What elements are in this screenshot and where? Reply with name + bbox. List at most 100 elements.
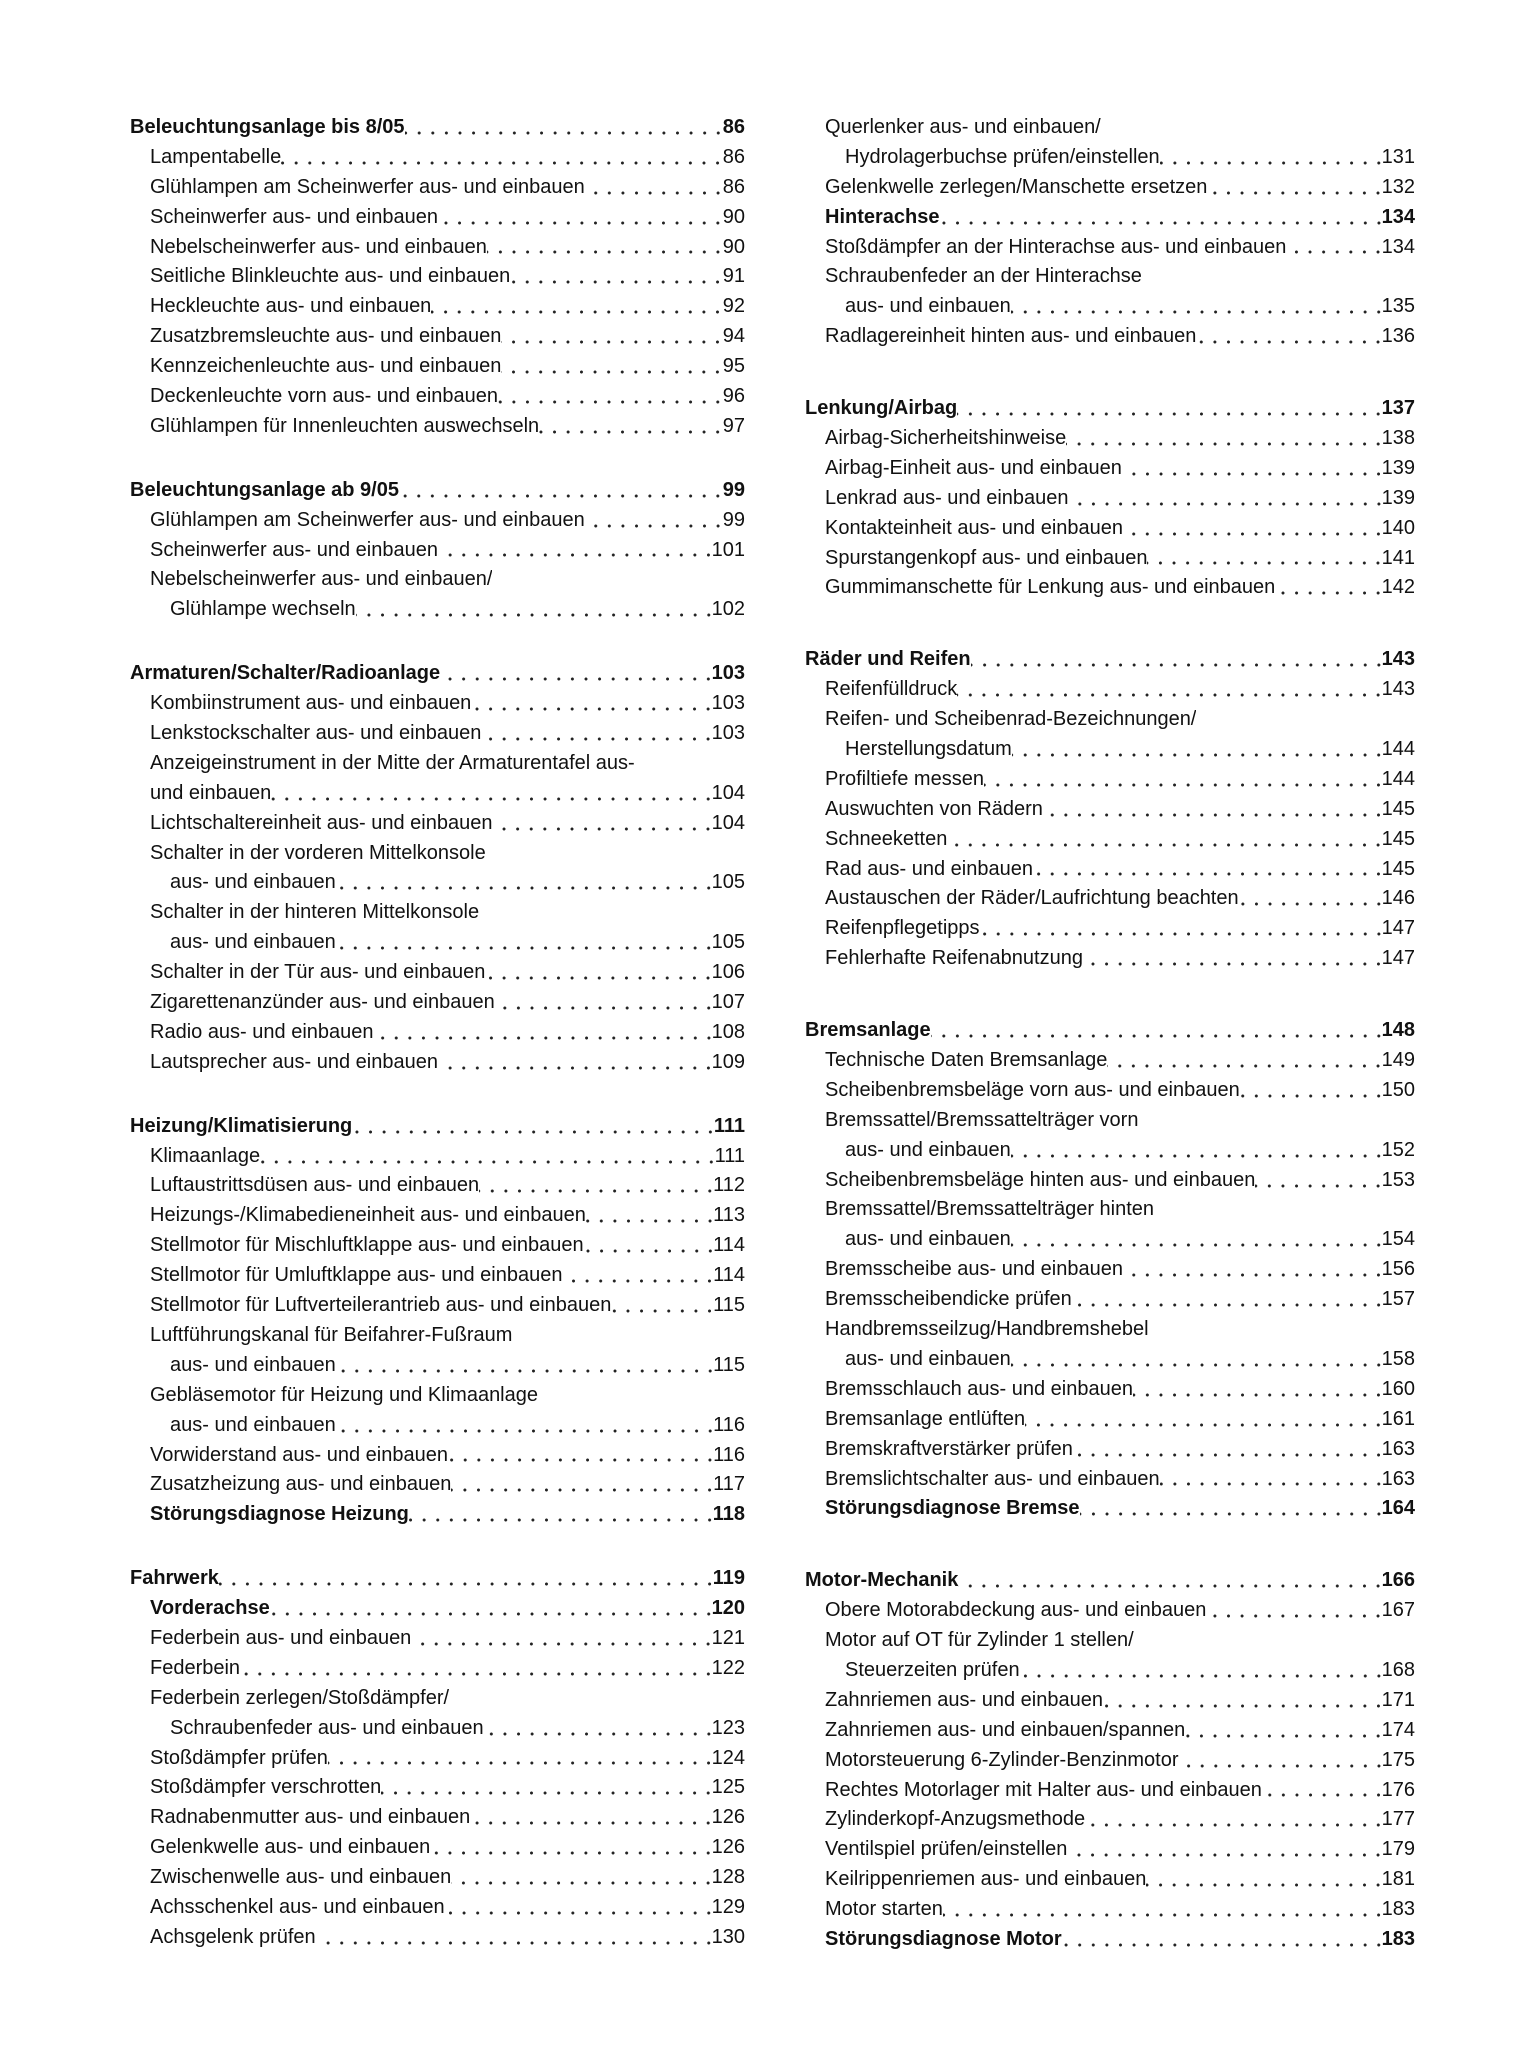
- toc-entry[interactable]: Bremssattel/Bremssattelträger vorn aus- u…: [805, 1106, 1415, 1166]
- toc-entry[interactable]: Scheibenbremsbeläge vorn aus- und einbau…: [805, 1075, 1415, 1106]
- toc-entry[interactable]: Querlenker aus- und einbauen/Hydrolagerb…: [805, 113, 1415, 173]
- toc-entry[interactable]: Federbein zerlegen/Stoßdämpfer/Schrauben…: [130, 1684, 745, 1744]
- toc-entry[interactable]: Zigarettenanzünder aus- und einbauen 107: [130, 988, 745, 1018]
- toc-entry[interactable]: Nebelscheinwerfer aus- und einbauen 90: [130, 232, 745, 263]
- toc-entry[interactable]: Motorsteuerung 6-Zylinder-Benzinmotor 175: [805, 1745, 1415, 1776]
- toc-entry-line[interactable]: Störungsdiagnose Motor 183: [805, 1924, 1415, 1955]
- toc-entry-line[interactable]: Vorderachse 120: [130, 1594, 745, 1624]
- toc-entry-line[interactable]: Lampentabelle 86: [130, 142, 745, 173]
- toc-entry[interactable]: Rechtes Motorlager mit Halter aus- und e…: [805, 1775, 1415, 1806]
- toc-entry[interactable]: Keilrippenriemen aus- und einbauen 181: [805, 1865, 1415, 1896]
- toc-entry[interactable]: Profiltiefe messen 144: [805, 764, 1415, 795]
- toc-entry-line[interactable]: Federbein aus- und einbauen 121: [130, 1623, 745, 1654]
- toc-entry[interactable]: Nebelscheinwerfer aus- und einbauen/Glüh…: [130, 565, 745, 626]
- toc-entry-line[interactable]: Motor starten 183: [805, 1895, 1415, 1925]
- toc-entry-line[interactable]: Seitliche Blinkleuchte aus- und einbauen…: [130, 262, 745, 293]
- toc-entry-line[interactable]: Achsgelenk prüfen 130: [130, 1922, 745, 1953]
- toc-entry-line[interactable]: Zahnriemen aus- und einbauen/spannen 174: [805, 1715, 1415, 1746]
- toc-entry-line[interactable]: Zwischenwelle aus- und einbauen 128: [130, 1863, 745, 1893]
- toc-entry-line[interactable]: Bremsanlage entlüften 161: [805, 1404, 1415, 1435]
- toc-entry[interactable]: Kombiinstrument aus- und einbauen 103: [130, 689, 745, 720]
- toc-entry-line[interactable]: Lenkrad aus- und einbauen 139: [805, 483, 1415, 514]
- toc-entry-line[interactable]: Lichtschaltereinheit aus- und einbauen 10…: [130, 808, 745, 839]
- toc-entry-line[interactable]: aus- und einbauen 116: [130, 1410, 745, 1441]
- toc-entry[interactable]: Bremsanlage entlüften 161: [805, 1404, 1415, 1435]
- toc-entry-line[interactable]: Stoßdämpfer verschrotten 125: [130, 1773, 745, 1804]
- toc-entry[interactable]: Klimaanlage 111: [130, 1141, 745, 1172]
- toc-entry-line[interactable]: und einbauen 104: [130, 778, 745, 809]
- section-heading[interactable]: Räder und Reifen 143: [805, 645, 1415, 676]
- toc-entry-line[interactable]: Bremslichtschalter aus- und einbauen 163: [805, 1464, 1415, 1495]
- toc-entry-line[interactable]: Profiltiefe messen 144: [805, 764, 1415, 795]
- toc-entry-line[interactable]: Lenkstockschalter aus- und einbauen 103: [130, 719, 745, 749]
- toc-entry-line[interactable]: Luftaustrittsdüsen aus- und einbauen 112: [130, 1171, 745, 1202]
- toc-entry[interactable]: Motor auf OT für Zylinder 1 stellen/Steu…: [805, 1626, 1415, 1686]
- toc-entry[interactable]: Zwischenwelle aus- und einbauen 128: [130, 1863, 745, 1893]
- toc-entry-line[interactable]: Bremsscheibe aus- und einbauen 156: [805, 1255, 1415, 1286]
- toc-entry[interactable]: Stoßdämpfer prüfen 124: [130, 1743, 745, 1774]
- toc-entry[interactable]: Zusatzbremsleuchte aus- und einbauen 94: [130, 322, 745, 353]
- toc-entry-line[interactable]: Scheibenbremsbeläge vorn aus- und einbau…: [805, 1075, 1415, 1106]
- toc-entry[interactable]: Bremssattel/Bremssattelträger hinten aus-…: [805, 1196, 1415, 1256]
- toc-entry[interactable]: Lampentabelle 86: [130, 142, 745, 173]
- toc-entry-line[interactable]: Fehlerhafte Reifenabnutzung 147: [805, 944, 1415, 975]
- toc-entry-line[interactable]: Hydrolagerbuchse prüfen/einstellen 131: [805, 142, 1415, 173]
- toc-entry[interactable]: Fehlerhafte Reifenabnutzung 147: [805, 944, 1415, 975]
- toc-entry[interactable]: Obere Motorabdeckung aus- und einbauen 16…: [805, 1596, 1415, 1627]
- toc-entry[interactable]: Auswuchten von Rädern 145: [805, 794, 1415, 825]
- toc-entry[interactable]: Bremsscheibendicke prüfen 157: [805, 1285, 1415, 1316]
- toc-entry[interactable]: Zylinderkopf-Anzugsmethode 177: [805, 1805, 1415, 1836]
- toc-entry[interactable]: Scheibenbremsbeläge hinten aus- und einb…: [805, 1165, 1415, 1196]
- toc-entry[interactable]: Gebläsemotor für Heizung und Klimaanlage…: [130, 1381, 745, 1441]
- toc-entry-line[interactable]: Stoßdämpfer an der Hinterachse aus- und …: [805, 232, 1415, 263]
- toc-entry[interactable]: Glühlampen für Innenleuchten auswechseln…: [130, 411, 745, 442]
- toc-entry-line[interactable]: aus- und einbauen 105: [130, 868, 745, 899]
- toc-entry[interactable]: Federbein aus- und einbauen 121: [130, 1623, 745, 1654]
- toc-entry-line[interactable]: Zusatzheizung aus- und einbauen 117: [130, 1470, 745, 1501]
- toc-entry-line[interactable]: Gummimanschette für Lenkung aus- und ein…: [805, 573, 1415, 604]
- toc-entry-line[interactable]: Glühlampen am Scheinwerfer aus- und einb…: [130, 172, 745, 203]
- toc-entry-line[interactable]: Glühlampen am Scheinwerfer aus- und einb…: [130, 505, 745, 536]
- toc-entry[interactable]: Federbein 122: [130, 1653, 745, 1684]
- toc-entry-line[interactable]: Reifenfülldruck 143: [805, 675, 1415, 706]
- toc-entry-line[interactable]: Heckleuchte aus- und einbauen 92: [130, 292, 745, 323]
- toc-entry-line[interactable]: Stellmotor für Luftverteilerantrieb aus-…: [130, 1291, 745, 1321]
- toc-entry-line[interactable]: Gelenkwelle aus- und einbauen 126: [130, 1833, 745, 1864]
- toc-entry[interactable]: Kontakteinheit aus- und einbauen 140: [805, 513, 1415, 544]
- toc-entry[interactable]: Zahnriemen aus- und einbauen 171: [805, 1685, 1415, 1716]
- toc-entry[interactable]: Deckenleuchte vorn aus- und einbauen 96: [130, 382, 745, 412]
- toc-entry[interactable]: Lichtschaltereinheit aus- und einbauen 10…: [130, 808, 745, 839]
- toc-entry[interactable]: Schneeketten 145: [805, 824, 1415, 855]
- toc-entry[interactable]: Airbag-Sicherheitshinweise 138: [805, 424, 1415, 454]
- toc-entry[interactable]: Störungsdiagnose Motor 183: [805, 1924, 1415, 1955]
- toc-entry[interactable]: Schalter in der Tür aus- und einbauen 106: [130, 958, 745, 989]
- toc-entry[interactable]: Stellmotor für Luftverteilerantrieb aus-…: [130, 1291, 745, 1321]
- toc-entry[interactable]: Radnabenmutter aus- und einbauen 126: [130, 1803, 745, 1834]
- section-heading[interactable]: Lenkung/Airbag 137: [805, 394, 1415, 425]
- toc-entry-line[interactable]: aus- und einbauen 115: [130, 1350, 745, 1381]
- toc-entry[interactable]: Heizungs-/Klimabedieneinheit aus- und ei…: [130, 1201, 745, 1232]
- toc-entry[interactable]: Ventilspiel prüfen/einstellen 179: [805, 1835, 1415, 1866]
- toc-entry[interactable]: Scheinwerfer aus- und einbauen 90: [130, 202, 745, 233]
- toc-entry-line[interactable]: Kontakteinheit aus- und einbauen 140: [805, 513, 1415, 544]
- toc-entry-line[interactable]: Stellmotor für Umluftklappe aus- und ein…: [130, 1261, 745, 1292]
- toc-entry[interactable]: Anzeigeinstrument in der Mitte der Armat…: [130, 749, 745, 809]
- toc-entry[interactable]: Zusatzheizung aus- und einbauen 117: [130, 1470, 745, 1501]
- toc-entry-line[interactable]: Ventilspiel prüfen/einstellen 179: [805, 1835, 1415, 1866]
- toc-entry[interactable]: Motor starten 183: [805, 1895, 1415, 1925]
- toc-entry-line[interactable]: Airbag-Sicherheitshinweise 138: [805, 424, 1415, 454]
- toc-entry-line[interactable]: Radnabenmutter aus- und einbauen 126: [130, 1803, 745, 1834]
- toc-entry-line[interactable]: aus- und einbauen 135: [805, 292, 1415, 323]
- toc-entry-line[interactable]: Airbag-Einheit aus- und einbauen 139: [805, 453, 1415, 484]
- toc-entry-line[interactable]: Kombiinstrument aus- und einbauen 103: [130, 689, 745, 720]
- toc-entry-line[interactable]: Vorwiderstand aus- und einbauen 116: [130, 1440, 745, 1471]
- toc-entry[interactable]: Achsgelenk prüfen 130: [130, 1922, 745, 1953]
- toc-entry-line[interactable]: Motorsteuerung 6-Zylinder-Benzinmotor 175: [805, 1745, 1415, 1776]
- toc-entry-line[interactable]: Obere Motorabdeckung aus- und einbauen 16…: [805, 1596, 1415, 1627]
- toc-entry-line[interactable]: Heizungs-/Klimabedieneinheit aus- und ei…: [130, 1201, 745, 1232]
- toc-entry-line[interactable]: Klimaanlage 111: [130, 1141, 745, 1172]
- toc-entry[interactable]: Heckleuchte aus- und einbauen 92: [130, 292, 745, 323]
- toc-entry-line[interactable]: Störungsdiagnose Heizung 118: [130, 1500, 745, 1531]
- toc-entry-line[interactable]: Steuerzeiten prüfen 168: [805, 1655, 1415, 1686]
- toc-entry-line[interactable]: Nebelscheinwerfer aus- und einbauen 90: [130, 232, 745, 263]
